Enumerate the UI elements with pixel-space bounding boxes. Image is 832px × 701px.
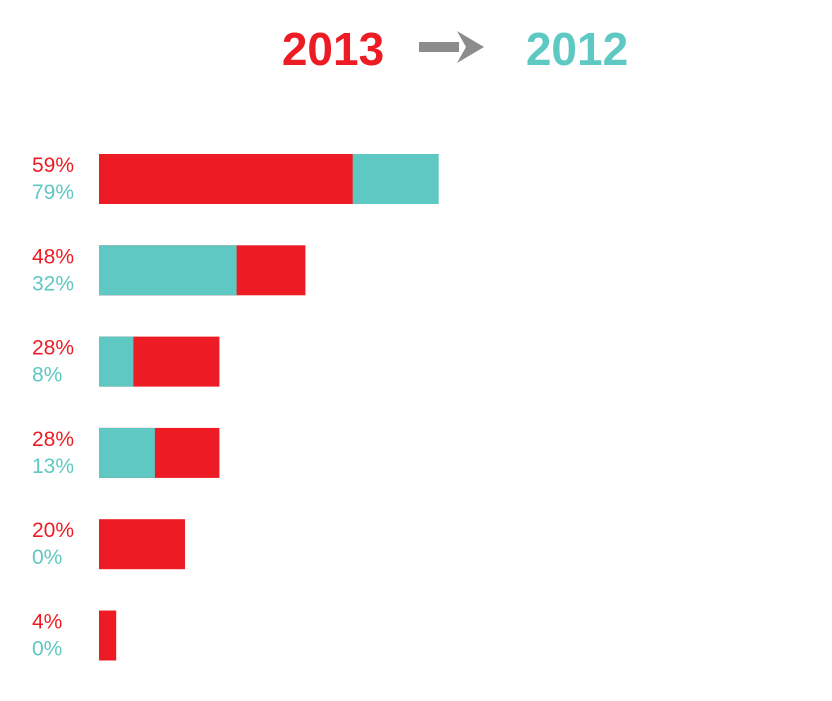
value-label-2012-row-1: 79% — [32, 181, 74, 204]
bar-2013-row-1 — [99, 154, 353, 204]
bar-row-3: 28%8% — [32, 336, 220, 387]
bar-row-6: 4%0% — [32, 610, 117, 661]
value-label-2012-row-3: 8% — [32, 364, 62, 387]
value-label-2013-row-6: 4% — [32, 611, 62, 634]
legend-2013-label: 2013 — [282, 23, 384, 75]
right-arrow-icon — [419, 31, 484, 63]
bar-2012-row-2 — [99, 245, 237, 296]
legend-2012-label: 2012 — [526, 23, 628, 75]
bar-2012-row-3 — [99, 336, 134, 387]
value-label-2013-row-2: 48% — [32, 245, 74, 268]
value-label-2012-row-4: 13% — [32, 455, 74, 478]
value-label-2013-row-3: 28% — [32, 337, 74, 360]
bar-row-1: 59%79% — [32, 154, 439, 204]
value-label-2013-row-1: 59% — [32, 154, 74, 177]
value-label-2012-row-2: 32% — [32, 272, 74, 295]
year-legend: 2013 2012 — [282, 23, 628, 75]
bar-rows: 59%79%48%32%28%8%28%13%20%0%4%0% — [32, 154, 439, 661]
bar-2013-row-6 — [99, 610, 117, 661]
bar-row-5: 20%0% — [32, 519, 185, 570]
value-label-2012-row-5: 0% — [32, 546, 62, 569]
bar-2013-row-5 — [99, 519, 185, 570]
bar-2012-row-4 — [99, 427, 155, 478]
value-label-2013-row-4: 28% — [32, 428, 74, 451]
bar-row-2: 48%32% — [32, 245, 306, 296]
bar-row-4: 28%13% — [32, 427, 220, 478]
value-label-2012-row-6: 0% — [32, 638, 62, 661]
value-label-2013-row-5: 20% — [32, 519, 74, 542]
